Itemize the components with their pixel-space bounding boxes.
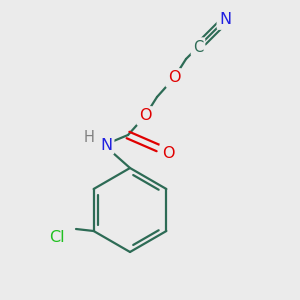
Text: O: O [139,109,151,124]
Text: N: N [100,137,112,152]
Text: C: C [193,40,203,55]
Text: O: O [162,146,174,160]
Text: H: H [84,130,94,145]
Text: Cl: Cl [49,230,65,244]
Text: N: N [219,13,231,28]
Text: O: O [168,70,180,86]
